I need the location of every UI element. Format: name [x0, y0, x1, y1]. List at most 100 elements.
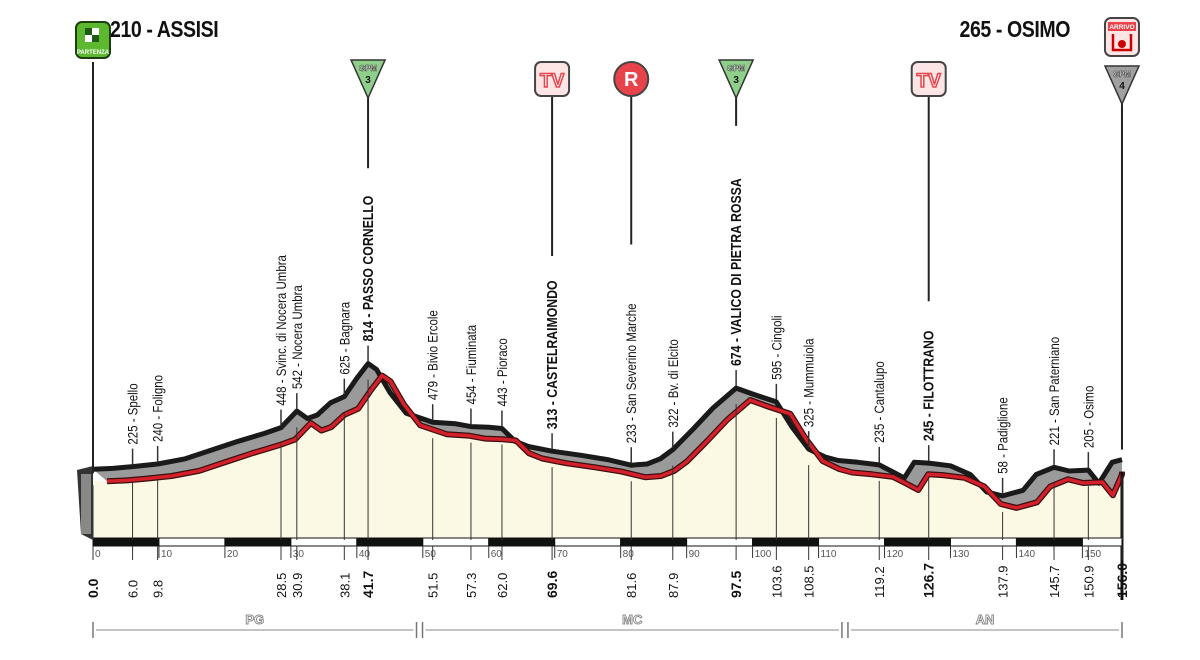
axis-segment [554, 537, 622, 547]
waypoint-km-label: 97.5 [728, 571, 744, 598]
tv-icon: TV [534, 61, 571, 256]
waypoint-label: 454 - Fiuminata [463, 324, 479, 405]
waypoint-km-label: 103.6 [769, 565, 784, 598]
waypoint-km-label: 57.3 [464, 573, 479, 598]
waypoint-label: 221 - San Paterniano [1046, 337, 1062, 445]
waypoint-label: 225 - Spello [124, 383, 140, 444]
tv-badge [910, 61, 947, 97]
axis-segment [158, 537, 226, 547]
waypoint-label: 313 - CASTELRAIMONDO [544, 280, 560, 429]
axis-segment [1015, 537, 1083, 547]
arrivo-banner [1107, 22, 1136, 31]
waypoint-km-label: 41.7 [360, 571, 376, 598]
waypoint-km-label: 28.5 [274, 573, 289, 598]
waypoint-km-label: 150.9 [1081, 565, 1096, 598]
finish-icon: ARRIVO [1103, 17, 1140, 57]
gpm-label: GPM [359, 64, 378, 73]
partenza-label: PARTENZA [77, 50, 110, 56]
axis-tick-label: 110 [821, 549, 837, 560]
province-label: PG [245, 612, 264, 627]
axis-tick-label: 120 [887, 549, 904, 560]
axis-tick-label: 90 [689, 549, 701, 560]
axis-tick-label: 100 [755, 549, 772, 560]
finish-town-title: 265 - OSIMO [959, 16, 1071, 42]
tv-badge [534, 61, 571, 97]
axis-tick-label: 30 [293, 549, 305, 560]
waypoint-km-label: 30.9 [290, 573, 305, 598]
waypoint-km-label: 69.6 [544, 571, 560, 598]
province-label: AN [976, 612, 995, 627]
gpm-3-icon: GPM 3 [717, 59, 755, 126]
arrivo-figure [1117, 40, 1126, 48]
axis-tick-label: 10 [161, 549, 173, 560]
gpm-label: GPM [1113, 70, 1132, 79]
waypoint-label: 542 - Nocera Umbra [289, 284, 305, 389]
start-block-face [81, 474, 91, 534]
axis-segment [290, 537, 358, 547]
arrivo-arch [1111, 34, 1133, 52]
tv-label: TV [917, 71, 942, 92]
refreshment-icon: R [613, 61, 650, 245]
waypoint-km-label: 145.7 [1047, 565, 1062, 598]
axis-segment [1081, 537, 1123, 547]
axis-tick-label: 80 [623, 549, 635, 560]
axis-tick-label: 0 [95, 549, 101, 560]
gpm-triangle [717, 59, 755, 100]
axis-segment [356, 537, 424, 547]
gpm-3-icon: GPM 3 [349, 59, 387, 169]
waypoint-km-label: 156.0 [1114, 563, 1130, 598]
refreshment-label: R [624, 69, 639, 91]
gpm-4-icon: GPM 4 [1103, 65, 1141, 450]
waypoint-label: 205 - Osimo [1080, 386, 1096, 449]
axis-tick-label: 140 [1018, 549, 1035, 560]
start-town-title: 210 - ASSISI [110, 16, 219, 42]
waypoint-km-label: 0.0 [85, 578, 101, 598]
arrivo-label: ARRIVO [1109, 24, 1134, 31]
axis-segment [884, 537, 951, 547]
axis-segment [620, 537, 688, 547]
province-label: MC [622, 612, 643, 627]
waypoint-label: 245 - FILOTTRANO [921, 330, 937, 441]
waypoint-label: 625 - Bagnara [336, 301, 352, 375]
gpm-triangle [1103, 65, 1141, 106]
waypoint-km-label: 38.1 [337, 573, 352, 598]
axis-segment [488, 537, 556, 547]
waypoint-km-label: 6.0 [126, 580, 141, 598]
axis-segment [818, 537, 886, 547]
waypoint-label: 240 - Foligno [150, 375, 166, 442]
axis-tick-label: 60 [491, 549, 503, 560]
axis-tick-label: 130 [952, 549, 969, 560]
gpm-category: 3 [365, 75, 371, 86]
waypoint-km-label: 126.7 [921, 563, 937, 598]
waypoint-label: 325 - Mummuiola [801, 338, 817, 427]
ground-area [93, 375, 1122, 540]
gpm-category: 4 [1119, 81, 1125, 92]
gpm-triangle [349, 59, 387, 100]
waypoint-label: 58 - Padiglione [994, 397, 1010, 474]
axis-segment [949, 537, 1017, 547]
waypoint-km-label: 137.9 [996, 565, 1011, 598]
tv-label: TV [540, 71, 565, 92]
axis-tick-label: 70 [557, 549, 569, 560]
start-flag-icon: PARTENZA [75, 21, 111, 474]
axis-segment [92, 537, 160, 547]
waypoint-label: 595 - Cingoli [768, 315, 784, 379]
waypoint-label: 814 - PASSO CORNELLO [360, 195, 376, 341]
refreshment-circle [613, 61, 650, 97]
waypoint-km-label: 87.9 [666, 573, 681, 598]
waypoint-km-label: 51.5 [426, 573, 441, 598]
road-line [106, 373, 1124, 510]
axis-tick-label: 50 [425, 549, 437, 560]
waypoint-km-label: 81.6 [624, 573, 639, 598]
waypoint-label: 448 - Svinc. di Nocera Umbra [273, 254, 289, 405]
axis-segment [686, 537, 754, 547]
tv-icon: TV [910, 61, 947, 302]
gpm-label: GPM [727, 64, 746, 73]
axis-tick-label: 40 [359, 549, 371, 560]
waypoint-km-label: 9.8 [151, 580, 166, 598]
waypoint-km-label: 119.2 [872, 566, 887, 598]
waypoint-km-label: 108.5 [802, 565, 817, 598]
waypoint-label: 322 - Bv. di Elcito [665, 339, 681, 427]
